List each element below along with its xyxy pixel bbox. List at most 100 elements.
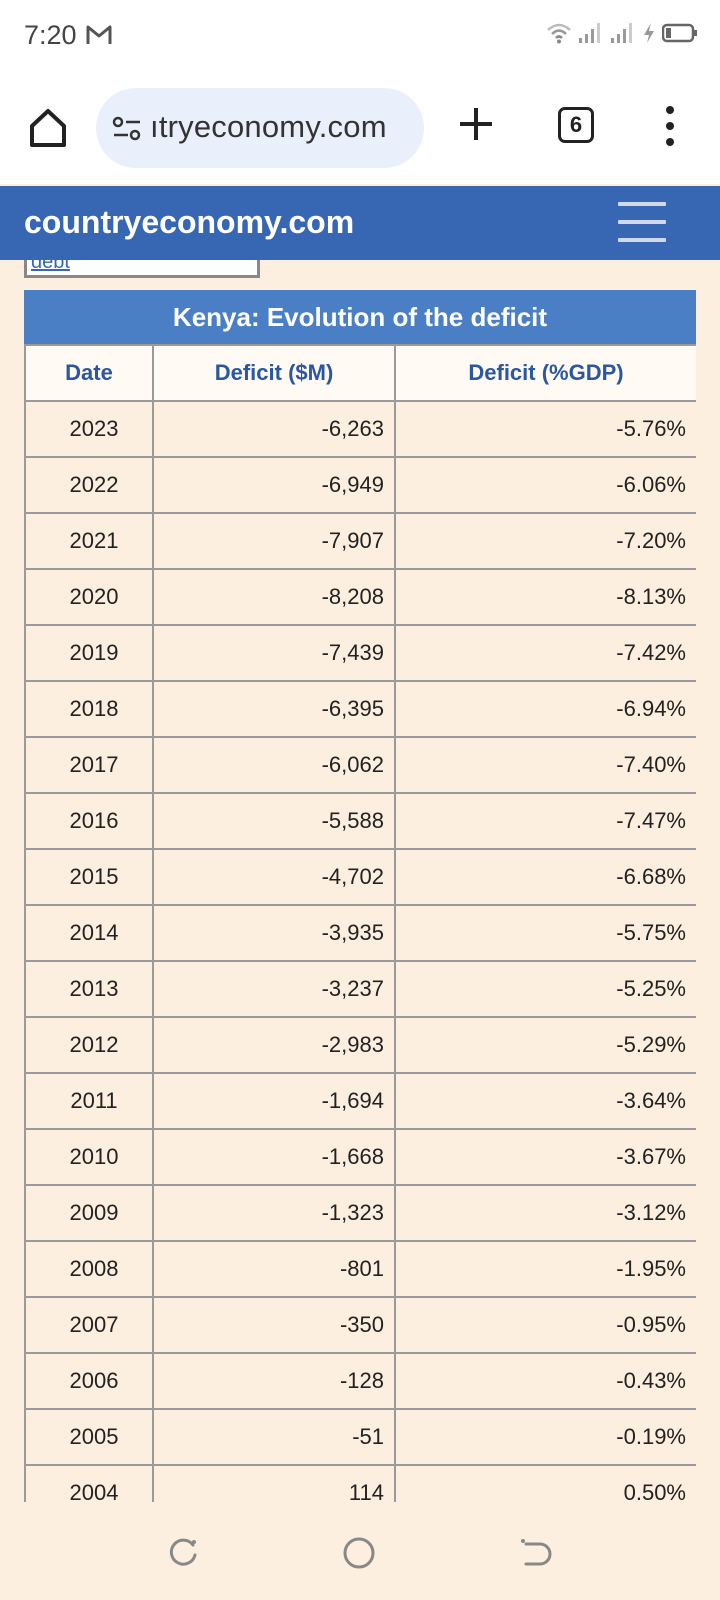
cell-date: 2012 [24, 1016, 154, 1074]
cell-date: 2015 [24, 848, 154, 906]
table-row: 2021 -7,907 -7.20% [24, 512, 696, 570]
cell-deficit-gdp: -0.95% [394, 1296, 696, 1354]
table-row: 2010 -1,668 -3.67% [24, 1128, 696, 1186]
cell-date: 2014 [24, 904, 154, 962]
table-row: 2018 -6,395 -6.94% [24, 680, 696, 738]
cell-deficit-m: -6,263 [152, 400, 396, 458]
table-row: 2012 -2,983 -5.29% [24, 1016, 696, 1074]
table-row: 2019 -7,439 -7.42% [24, 624, 696, 682]
cell-deficit-m: -5,588 [152, 792, 396, 850]
cell-deficit-gdp: -5.29% [394, 1016, 696, 1074]
cell-deficit-m: -6,062 [152, 736, 396, 794]
tabs-icon[interactable]: 6 [558, 107, 594, 143]
cell-deficit-m: -3,935 [152, 904, 396, 962]
home-icon[interactable] [26, 106, 70, 150]
table-row: 2014 -3,935 -5.75% [24, 904, 696, 962]
cell-date: 2013 [24, 960, 154, 1018]
cell-deficit-gdp: 0.50% [394, 1464, 696, 1502]
cell-deficit-m: -1,694 [152, 1072, 396, 1130]
cell-deficit-gdp: -7.20% [394, 512, 696, 570]
header-deficit-gdp[interactable]: Deficit (%GDP) [394, 344, 696, 402]
cell-deficit-gdp: -5.25% [394, 960, 696, 1018]
cell-deficit-m: -4,702 [152, 848, 396, 906]
back-icon[interactable] [518, 1536, 552, 1570]
table-row: 2009 -1,323 -3.12% [24, 1184, 696, 1242]
cell-deficit-gdp: -5.75% [394, 904, 696, 962]
cell-deficit-gdp: -1.95% [394, 1240, 696, 1298]
table-row: 2023 -6,263 -5.76% [24, 400, 696, 458]
debt-link[interactable]: debt [31, 260, 70, 273]
cell-deficit-m: -128 [152, 1352, 396, 1410]
cell-date: 2004 [24, 1464, 154, 1502]
browser-toolbar: ıtryeconomy.com 6 [0, 72, 720, 184]
header-deficit-m[interactable]: Deficit ($M) [152, 344, 396, 402]
signal-icon [610, 22, 636, 49]
more-vert-icon[interactable] [660, 104, 680, 148]
table-row: 2006 -128 -0.43% [24, 1352, 696, 1410]
cell-deficit-m: -2,983 [152, 1016, 396, 1074]
hamburger-menu-icon[interactable] [618, 202, 666, 242]
cell-date: 2022 [24, 456, 154, 514]
table-row: 2017 -6,062 -7.40% [24, 736, 696, 794]
cell-deficit-m: -3,237 [152, 960, 396, 1018]
url-text: ıtryeconomy.com [150, 109, 387, 144]
cell-deficit-gdp: -5.76% [394, 400, 696, 458]
table-row: 2005 -51 -0.19% [24, 1408, 696, 1466]
system-nav-bar [0, 1502, 720, 1600]
cell-date: 2020 [24, 568, 154, 626]
cell-date: 2021 [24, 512, 154, 570]
cell-deficit-m: -51 [152, 1408, 396, 1466]
table-caption: Kenya: Evolution of the deficit [24, 290, 696, 344]
site-header: countryeconomy.com [0, 186, 720, 260]
table-row: 2011 -1,694 -3.64% [24, 1072, 696, 1130]
wifi-icon [546, 22, 572, 49]
site-logo-text[interactable]: countryeconomy.com [24, 204, 355, 240]
gmail-icon [86, 24, 112, 51]
recents-icon[interactable] [166, 1536, 200, 1570]
debt-link-box[interactable]: debt [24, 260, 260, 278]
cell-deficit-gdp: -7.47% [394, 792, 696, 850]
cell-date: 2016 [24, 792, 154, 850]
table-row: 2004 114 0.50% [24, 1464, 696, 1502]
home-circle-icon[interactable] [342, 1536, 376, 1570]
cell-deficit-m: -1,668 [152, 1128, 396, 1186]
cell-deficit-m: -6,395 [152, 680, 396, 738]
cell-deficit-gdp: -7.40% [394, 736, 696, 794]
signal-icon [578, 22, 604, 49]
cell-deficit-gdp: -3.64% [394, 1072, 696, 1130]
plus-icon[interactable] [456, 104, 496, 144]
cell-date: 2005 [24, 1408, 154, 1466]
cell-date: 2017 [24, 736, 154, 794]
cell-deficit-gdp: -8.13% [394, 568, 696, 626]
cell-date: 2007 [24, 1296, 154, 1354]
cell-deficit-gdp: -0.43% [394, 1352, 696, 1410]
status-time: 7:20 [24, 20, 77, 50]
address-bar[interactable]: ıtryeconomy.com [96, 88, 424, 168]
battery-icon [661, 22, 698, 49]
cell-date: 2008 [24, 1240, 154, 1298]
table-row: 2013 -3,237 -5.25% [24, 960, 696, 1018]
cell-date: 2010 [24, 1128, 154, 1186]
cell-deficit-m: -7,439 [152, 624, 396, 682]
cell-deficit-m: -6,949 [152, 456, 396, 514]
cell-date: 2006 [24, 1352, 154, 1410]
cell-deficit-gdp: -0.19% [394, 1408, 696, 1466]
status-bar: 7:20 [0, 0, 720, 72]
header-date[interactable]: Date [24, 344, 154, 402]
table-row: 2016 -5,588 -7.47% [24, 792, 696, 850]
status-icons [546, 22, 698, 49]
charging-icon [642, 22, 656, 49]
table-row: 2007 -350 -0.95% [24, 1296, 696, 1354]
cell-deficit-gdp: -7.42% [394, 624, 696, 682]
table-row: 2020 -8,208 -8.13% [24, 568, 696, 626]
table-row: 2015 -4,702 -6.68% [24, 848, 696, 906]
cell-deficit-gdp: -3.67% [394, 1128, 696, 1186]
deficit-table-container: Kenya: Evolution of the deficit Date Def… [24, 290, 696, 1502]
cell-deficit-m: 114 [152, 1464, 396, 1502]
cell-date: 2011 [24, 1072, 154, 1130]
cell-deficit-gdp: -3.12% [394, 1184, 696, 1242]
deficit-table: Date Deficit ($M) Deficit (%GDP) 2023 -6,… [24, 344, 696, 1502]
page-info-icon[interactable] [112, 116, 142, 142]
cell-deficit-m: -7,907 [152, 512, 396, 570]
cell-deficit-gdp: -6.94% [394, 680, 696, 738]
